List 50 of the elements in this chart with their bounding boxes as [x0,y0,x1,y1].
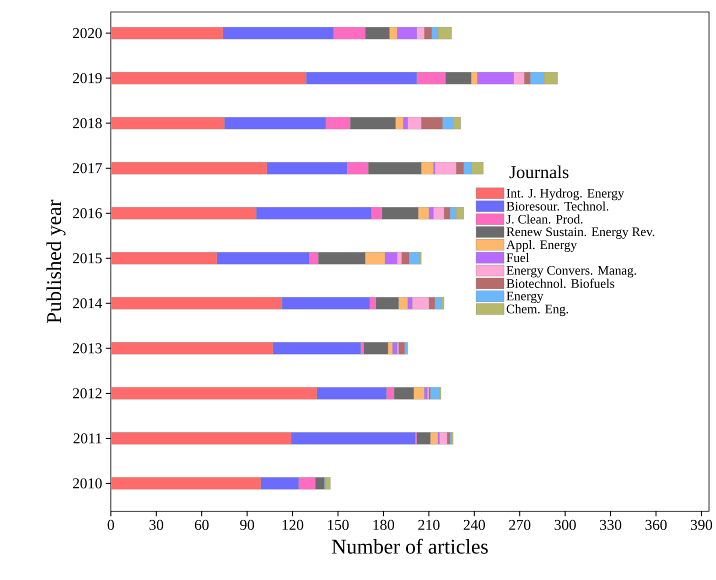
legend-label: J. Clean. Prod. [506,214,583,224]
y-axis-title: Published year [46,200,66,323]
y-tick-label: 2017 [73,163,102,174]
y-tick-label: 2011 [74,433,102,444]
y-tick-label: 2020 [73,28,102,38]
bar [110,252,217,264]
x-tick-label: 300 [554,520,576,530]
bar [110,206,256,220]
x-tick-label: 270 [509,520,530,530]
legend-label: Energy Convers. Manag. [506,266,636,278]
x-tick-label: 120 [282,520,304,530]
legend-label: Appl. Energy [506,240,577,252]
bar [110,297,282,310]
bar [430,387,440,400]
bar [110,342,274,354]
y-tick-label: 2018 [73,118,102,128]
bar [110,72,306,84]
legend-label: Fuel [506,252,530,262]
bar [110,387,317,400]
x-axis-title: Number of articles [332,538,488,554]
x-tick-label: 330 [600,520,622,530]
bar [110,26,224,40]
x-tick-label: 180 [374,520,394,530]
legend-label: Biotechnol. Biofuels [506,278,614,288]
x-tick-label: 210 [418,520,440,530]
y-tick-label: 2016 [73,208,102,218]
bar [110,477,261,490]
y-tick-label: 2010 [73,478,102,488]
legend-label: Int. J. Hydrog. Energy [506,188,624,200]
x-tick-label: 390 [690,520,712,530]
legend-label: Bioresour. Technol. [506,201,608,211]
x-tick-label: 30 [150,520,164,530]
y-tick-label: 2013 [73,343,102,354]
x-tick-label: 240 [464,520,485,530]
bar [110,116,225,130]
bar [110,162,267,174]
x-tick-label: 360 [645,520,667,530]
legend-label: Renew Sustain. Energy Rev. [506,227,654,239]
x-tick-label: 150 [328,520,349,530]
y-tick-label: 2014 [73,298,102,308]
bar [110,432,292,444]
legend-label: Energy [506,292,544,303]
y-tick-label: 2015 [73,253,102,264]
x-tick-label: 90 [240,520,254,530]
y-tick-label: 2019 [73,73,102,84]
y-tick-label: 2012 [73,388,102,398]
x-tick-label: 0 [108,520,114,530]
legend-label: Chem. Eng. [506,304,568,316]
x-tick-label: 60 [194,520,209,530]
legend-title: Journals [510,165,568,178]
